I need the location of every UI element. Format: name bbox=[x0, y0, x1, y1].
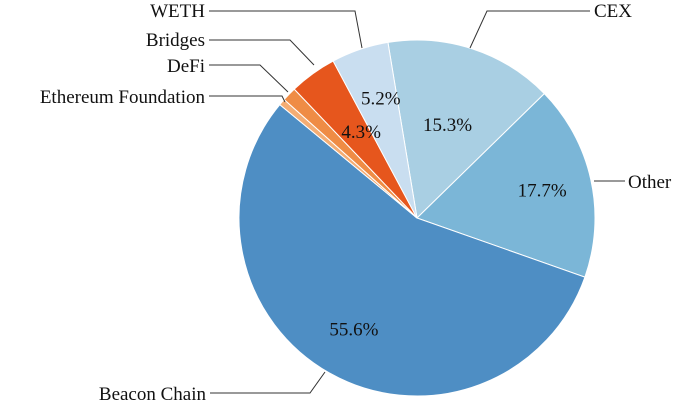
slice-label-other: Other bbox=[628, 172, 672, 193]
slice-label-cex: CEX bbox=[594, 1, 632, 22]
slice-label-ethereum-foundation: Ethereum Foundation bbox=[40, 87, 206, 108]
pct-label-bridges: 4.3% bbox=[341, 122, 381, 143]
leader-line-cex bbox=[469, 10, 590, 49]
slice-other bbox=[416, 92, 596, 278]
slice-label-weth: WETH bbox=[150, 1, 205, 22]
pct-label-weth: 5.2% bbox=[361, 89, 401, 110]
leader-line-ethereum-foundation bbox=[209, 95, 286, 103]
slice-weth bbox=[332, 41, 418, 219]
slice-label-defi: DeFi bbox=[167, 56, 205, 77]
slice-cex bbox=[387, 39, 546, 220]
pct-label-beacon-chain: 55.6% bbox=[329, 320, 378, 341]
leader-line-weth bbox=[209, 10, 363, 49]
leader-line-defi bbox=[209, 64, 289, 93]
pct-label-other: 17.7% bbox=[518, 180, 567, 201]
slice-beacon-chain bbox=[238, 103, 586, 397]
leader-line-beacon-chain bbox=[210, 371, 326, 394]
slice-label-bridges: Bridges bbox=[146, 30, 205, 51]
slice-label-beacon-chain: Beacon Chain bbox=[99, 384, 207, 405]
leader-line-bridges bbox=[209, 39, 315, 66]
pct-label-cex: 15.3% bbox=[423, 115, 472, 136]
